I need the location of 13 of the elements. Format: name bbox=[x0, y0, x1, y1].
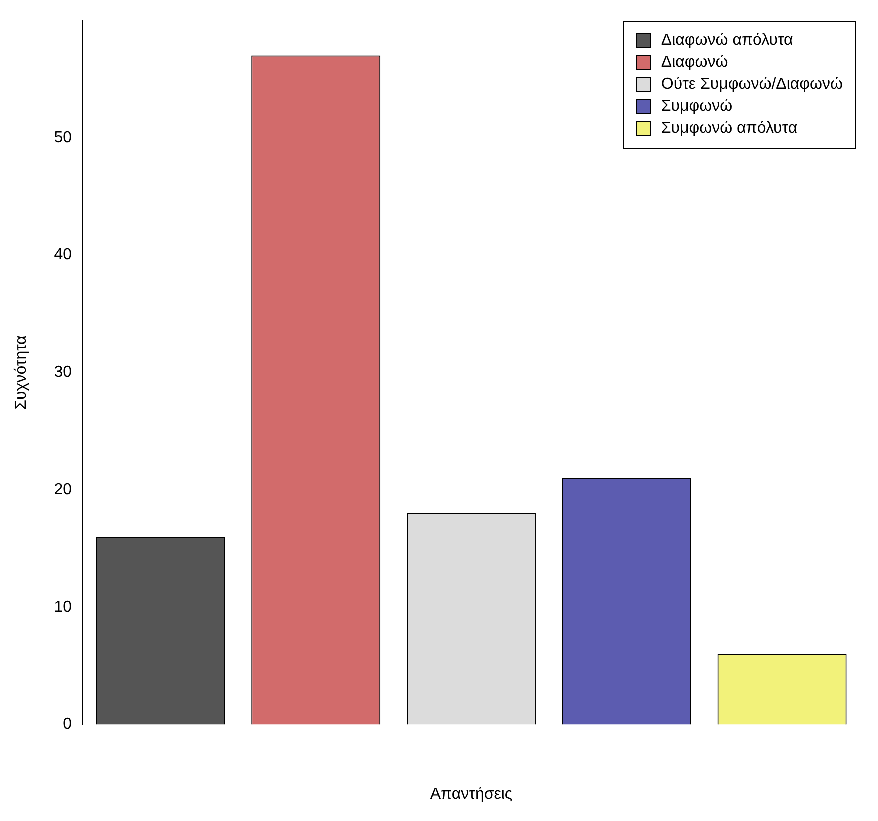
legend-label: Διαφωνώ απόλυτα bbox=[661, 30, 794, 51]
legend-label: Ούτε Συμφωνώ/Διαφωνώ bbox=[661, 74, 843, 95]
y-tick-label: 50 bbox=[54, 129, 72, 146]
y-tick-label: 10 bbox=[54, 598, 72, 616]
y-tick-label: 30 bbox=[54, 364, 72, 382]
y-tick-label: 40 bbox=[54, 246, 72, 264]
legend-label: Συμφωνώ bbox=[661, 96, 733, 117]
y-axis-title: Συχνότητα bbox=[13, 336, 30, 410]
legend-label: Συμφωνώ απόλυτα bbox=[661, 118, 798, 139]
legend-label: Διαφωνώ bbox=[661, 52, 728, 73]
x-axis-title: Απαντήσεις bbox=[430, 786, 513, 803]
y-tick-label: 0 bbox=[63, 716, 72, 734]
y-tick-label: 20 bbox=[54, 481, 72, 498]
